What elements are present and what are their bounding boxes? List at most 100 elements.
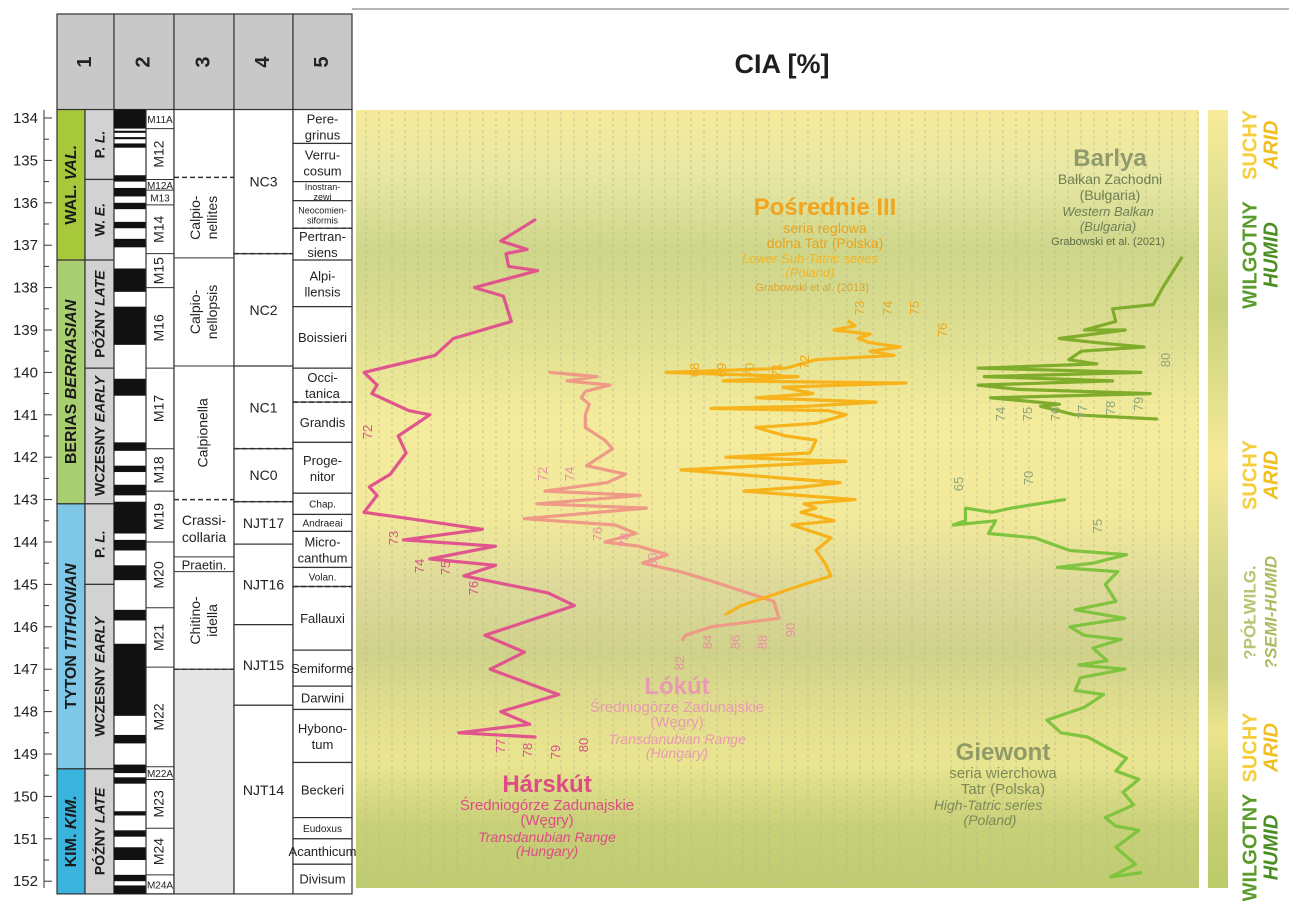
series-tick-label: 77	[493, 739, 508, 753]
climate-label-en: ARID	[1260, 723, 1282, 773]
y-tick-label: 136	[13, 195, 38, 212]
nannofossil-zone-label: NJT16	[243, 576, 284, 592]
polarity-band	[114, 885, 146, 894]
series-tick-label: 76	[590, 527, 605, 541]
magnetozone-label: M17	[151, 395, 167, 422]
locality-subtitle: seria wierchowa	[949, 765, 1057, 782]
stage-label: TYTON TITHONIAN	[63, 563, 80, 709]
y-tick-label: 148	[13, 704, 38, 721]
magnetozone-label: M16	[151, 314, 167, 341]
vertical-grid	[365, 112, 1199, 886]
y-tick-label: 143	[13, 492, 38, 509]
magnetozone-label: M15	[151, 257, 167, 284]
locality-name: Hárskút	[502, 771, 591, 798]
polarity-band	[114, 643, 146, 716]
calpionellid-zone-label: Calpionella	[195, 398, 211, 467]
stage-label: WAL. VAL.	[63, 145, 80, 225]
ammonite-zone-label: Occi-tanica	[305, 370, 340, 401]
calpionellid-zone-label: Calpio-nellopsis	[187, 285, 220, 339]
calpionellid-gap	[173, 668, 235, 895]
y-tick-label: 151	[13, 831, 38, 848]
nannofossil-zone	[233, 704, 294, 895]
locality-subtitle-en: Lower Sub-Tatric series	[742, 251, 879, 266]
series-tick-label: 84	[700, 635, 715, 649]
ammonite-zone	[292, 530, 353, 569]
ammonite-zone-label: Divisum	[299, 872, 345, 887]
climate-label-pl: SUCHY	[1239, 109, 1261, 180]
locality-subtitle: dolna Tatr (Polska)	[767, 235, 883, 251]
y-tick-label: 140	[13, 364, 38, 381]
series-tick-label: 77	[1075, 405, 1090, 419]
nannofossil-zone-label: NC3	[249, 174, 277, 190]
locality-country-en: (Hungary)	[646, 745, 708, 761]
magnetozone-label: M22	[151, 703, 167, 730]
locality-name: Lókút	[644, 673, 709, 700]
polarity-band	[114, 137, 146, 140]
polarity-band	[114, 465, 146, 473]
substage-cell	[84, 259, 115, 369]
climate-label-pl: WILGOTNY	[1239, 793, 1261, 901]
series-tick-label: 73	[852, 301, 867, 315]
polarity-band	[114, 306, 146, 345]
ammonite-zone-label: Chap.	[309, 499, 336, 510]
y-axis: 134 135 136 137 138 139 140 141 142 143 144 145 146 1…	[13, 110, 52, 890]
magnetozone-label: M12A	[147, 181, 173, 192]
y-tick-label: 149	[13, 746, 38, 763]
ammonite-zone-label: Andraeai	[302, 518, 342, 529]
polarity-band	[114, 378, 146, 396]
locality-reference: Grabowski et al. (2013)	[755, 282, 869, 294]
nannofossil-zone-label: NJT15	[243, 657, 284, 673]
ammonite-zone	[292, 838, 353, 865]
ammonite-zone	[292, 227, 353, 261]
ammonite-zone-label: Eudoxus	[303, 824, 342, 835]
magnetozone-label: M14	[151, 215, 167, 242]
y-tick-label: 134	[13, 110, 38, 127]
polarity-band	[114, 874, 146, 882]
series-tick-label: 75	[438, 561, 453, 575]
series-tick-label: 70	[742, 363, 757, 377]
locality-country: (Węgry)	[520, 812, 573, 829]
series-tick-label: 69	[714, 363, 729, 377]
series-tick-label: 80	[576, 738, 591, 752]
series-tick-label: 82	[672, 656, 687, 670]
ammonite-zone	[292, 306, 353, 369]
series-tick-label: 90	[783, 623, 798, 637]
magnetozone-label: M20	[151, 561, 167, 588]
ammonite-zone-label: Micro-canthum	[298, 534, 348, 565]
climate-label-pl: SUCHY	[1239, 439, 1261, 510]
substage-cell	[84, 367, 115, 505]
locality-name: Barlya	[1073, 145, 1147, 172]
nannofossil-zone	[233, 365, 294, 450]
series-tick-label: 78	[1103, 401, 1118, 415]
ammonite-zone	[292, 401, 353, 443]
magnetozone-label: M23	[151, 790, 167, 817]
nannofossil-zone-label: NJT17	[243, 515, 284, 531]
substage-cell	[84, 583, 115, 770]
series-tick-label: 75	[1020, 407, 1035, 421]
locality-subtitle: Tatr (Polska)	[961, 781, 1045, 798]
magnetozone-label: M24	[151, 838, 167, 865]
locality-subtitle: Średniogórze Zadunajskie	[460, 796, 634, 814]
ammonite-zone	[292, 367, 353, 403]
polarity-band	[114, 539, 146, 551]
substage-label: WCZESNY EARLY	[91, 374, 107, 496]
polarity-band	[114, 221, 146, 229]
y-tick-label: 141	[13, 407, 38, 424]
polarity-band	[114, 609, 146, 621]
polarity-band	[114, 442, 146, 451]
magnetozone-label: M18	[151, 456, 167, 483]
climate-label-en: ?SEMI-HUMID	[1261, 556, 1280, 669]
series-tick-label: 88	[755, 635, 770, 649]
nannofossil-zone-label: NC0	[249, 467, 277, 483]
calpionellid-zone-label: Chitino-idella	[187, 596, 220, 645]
substage-label: WCZESNY EARLY	[91, 615, 107, 737]
calpionellid-zone-label: Calpio-nellites	[187, 195, 220, 240]
series-tick-label: 76	[935, 323, 950, 337]
stratigraphy-columns: 1 2 3 4 5 WAL. VAL. BERIAS BERRIASIAN TYTON TIT…	[56, 13, 356, 895]
polarity-band	[114, 764, 146, 774]
series-tick-label: 79	[548, 745, 563, 759]
series-tick-label: 74	[880, 301, 895, 315]
y-tick-label: 137	[13, 237, 38, 254]
